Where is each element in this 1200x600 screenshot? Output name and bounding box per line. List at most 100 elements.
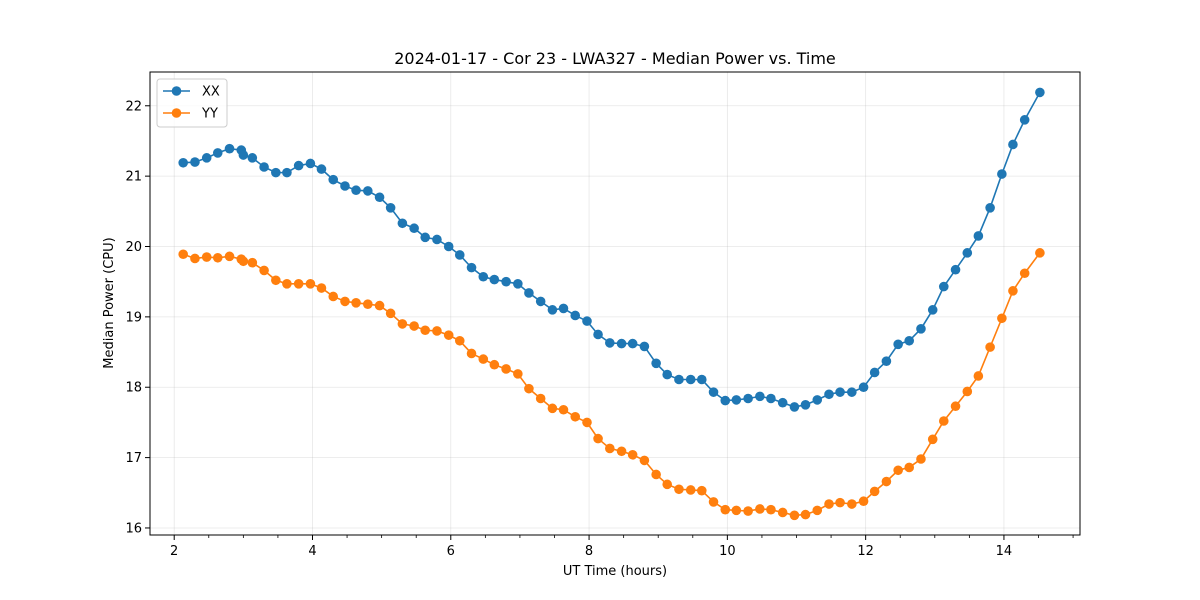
series-xx-point — [881, 356, 892, 366]
legend-entry-yy: YY — [163, 107, 218, 122]
series-xx-point — [777, 397, 788, 408]
series-yy-point — [293, 278, 304, 289]
legend-marker-yy — [171, 108, 182, 118]
series-xx-point — [605, 338, 615, 348]
x-axis-title: UT Time (hours) — [563, 564, 667, 579]
series-yy-point — [616, 446, 627, 457]
series-yy-point — [720, 504, 731, 515]
series-yy-point — [420, 325, 430, 336]
series-yy-point — [178, 249, 188, 260]
series-yy-point — [351, 297, 361, 308]
series-xx-point — [674, 374, 684, 385]
series-yy-point — [605, 443, 615, 454]
series-xx-point — [259, 162, 269, 172]
y-tick-label: 19 — [125, 310, 142, 325]
series-xx-point — [835, 387, 845, 397]
series-yy-point — [432, 326, 442, 336]
series-xx-point — [812, 395, 823, 405]
series-xx-point — [409, 223, 419, 234]
series-xx-point — [570, 310, 581, 321]
series-xx-point — [755, 391, 765, 402]
series-xx-point — [997, 169, 1007, 179]
series-yy-point — [743, 506, 753, 516]
series-xx-point — [293, 160, 304, 171]
legend-entry-xx: XX — [163, 85, 220, 100]
series-xx-point — [247, 153, 258, 163]
series-yy-point — [224, 251, 235, 262]
series-xx-point — [420, 232, 430, 243]
series-xx-point — [938, 281, 949, 292]
series-yy-point — [535, 393, 546, 404]
series-xx-point — [351, 185, 361, 196]
series-xx-point — [547, 305, 558, 315]
series-xx-point — [593, 329, 603, 340]
y-tick-label: 20 — [125, 240, 142, 255]
series-yy-point — [409, 321, 419, 331]
series-yy-point — [593, 433, 603, 444]
series-yy-point — [1019, 268, 1030, 279]
series-yy-point — [363, 299, 373, 310]
series-yy-point — [685, 485, 696, 495]
series-xx — [178, 87, 1045, 412]
y-tick-label: 21 — [125, 170, 142, 185]
series-yy-point — [938, 416, 949, 426]
series-xx-point — [847, 387, 857, 397]
y-tick-label: 22 — [125, 99, 142, 114]
x-tick-label: 10 — [719, 544, 736, 559]
series-xx-point — [212, 148, 223, 158]
series-yy-point — [835, 497, 845, 508]
legend-entries: XX YY — [163, 85, 220, 122]
series-yy-point — [513, 369, 523, 379]
series-xx-point — [1008, 139, 1018, 150]
series-xx-point — [385, 203, 396, 213]
series-yy-point — [639, 455, 650, 466]
series-xx-point — [478, 271, 489, 282]
series-xx-point — [639, 341, 650, 352]
series-xx-point — [869, 367, 880, 378]
series-yy-point — [247, 257, 258, 268]
series-yy-point — [674, 484, 684, 495]
series-yy-point — [904, 462, 915, 473]
series-yy-point — [777, 507, 788, 518]
series-xx-point — [662, 369, 673, 380]
series-xx-point — [858, 382, 869, 393]
series-yy-point — [259, 265, 269, 276]
series-xx-point — [893, 339, 903, 350]
legend-label-yy: YY — [201, 107, 218, 122]
series-yy-point — [766, 504, 776, 515]
series-xx-point — [973, 231, 984, 241]
series-xx-point — [524, 288, 534, 298]
series-xx-point — [1019, 115, 1030, 125]
series-yy-point — [893, 465, 903, 476]
series-yy-point — [916, 454, 926, 464]
series-xx-point — [904, 335, 915, 346]
series-xx-point — [708, 387, 719, 397]
series-yy-point — [824, 499, 834, 509]
series-xx-point — [501, 276, 511, 287]
series-yy-point — [800, 509, 811, 520]
series-xx-point — [178, 157, 188, 168]
series-xx-point — [305, 158, 316, 169]
series-yy-point — [847, 499, 857, 509]
series-yy-point — [1035, 248, 1045, 258]
series-yy-point — [651, 469, 661, 480]
series-xx-point — [616, 338, 627, 349]
series-yy-point — [305, 278, 316, 289]
series-yy-point — [881, 476, 892, 487]
y-axis-title: Median Power (CPU) — [102, 237, 117, 368]
series-xx-point — [316, 164, 327, 174]
series-yy-point — [489, 359, 500, 370]
series-yy-point — [501, 364, 511, 374]
x-tick-label: 8 — [585, 544, 593, 559]
series-yy-point — [478, 354, 489, 364]
series-yy-point — [340, 296, 350, 307]
series-xx-point — [558, 303, 569, 314]
series-yy-point — [282, 278, 292, 289]
legend-marker-xx — [171, 86, 182, 96]
x-tick-label: 4 — [308, 544, 316, 559]
series-yy-point — [443, 330, 454, 340]
series-xx-point — [743, 393, 753, 404]
series-xx-point — [824, 389, 834, 400]
series-yy-point — [627, 449, 638, 460]
series-xx-point — [685, 374, 696, 385]
